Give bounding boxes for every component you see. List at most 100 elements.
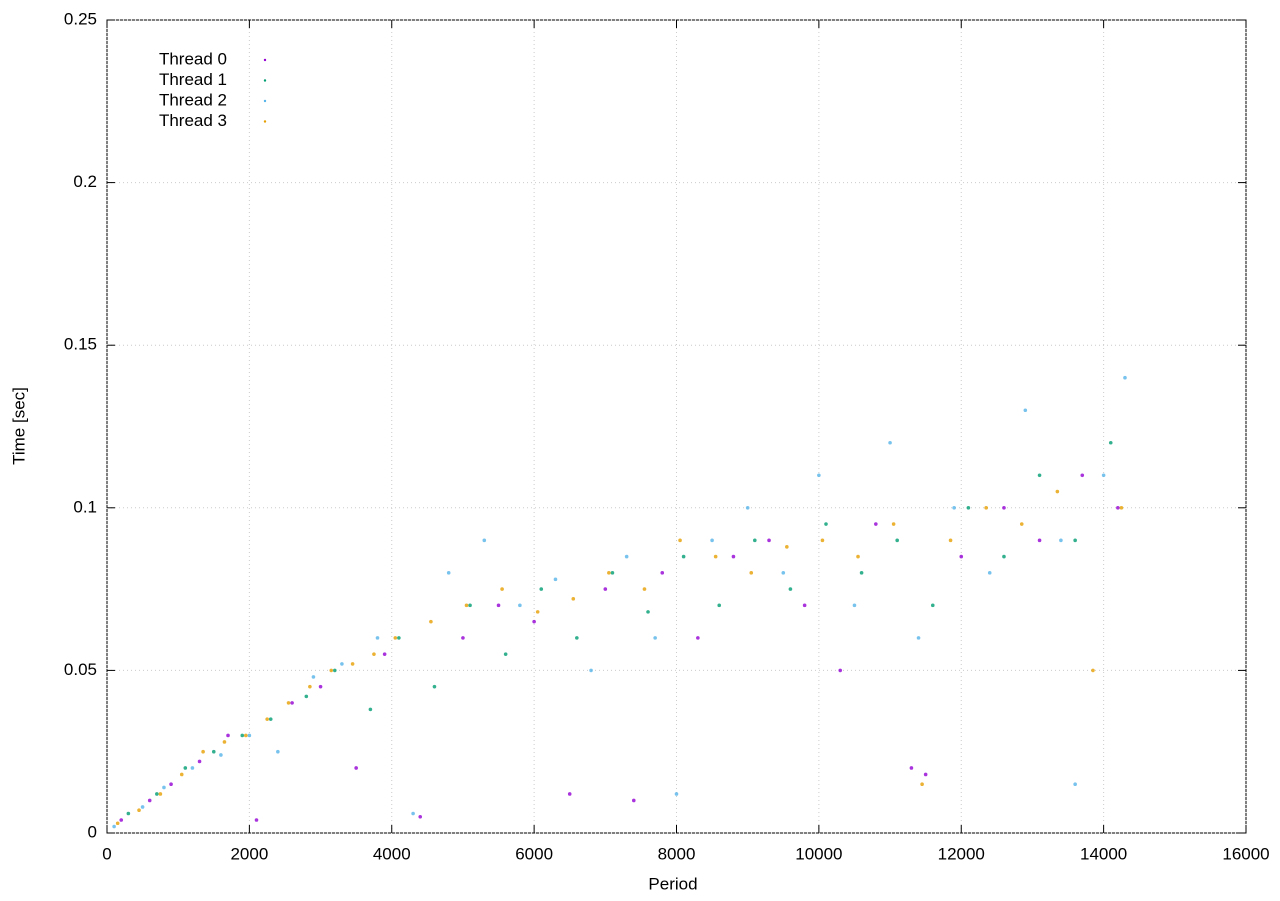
plot-frame [106, 19, 1247, 834]
point [244, 733, 248, 738]
point [115, 821, 120, 826]
point [895, 538, 899, 543]
y-tick-label: 0.05 [64, 660, 97, 679]
point [393, 636, 398, 640]
point [276, 749, 280, 754]
point [767, 538, 771, 543]
point [318, 684, 323, 689]
point [713, 554, 718, 559]
point [1059, 538, 1063, 543]
point [930, 603, 935, 608]
point [183, 766, 188, 770]
point [247, 733, 252, 738]
point [745, 506, 750, 510]
point [920, 782, 924, 787]
point [817, 473, 821, 478]
point [333, 668, 337, 673]
point [126, 811, 131, 816]
point [891, 522, 896, 526]
point [653, 636, 657, 640]
point [169, 782, 173, 787]
legend-label: Thread 0 [159, 49, 227, 68]
point [411, 811, 415, 816]
x-tick-label: 0 [102, 844, 111, 863]
point [571, 597, 576, 601]
point [607, 571, 611, 575]
y-tick-label: 0.15 [64, 335, 97, 354]
point [1119, 506, 1124, 510]
point [1002, 506, 1006, 510]
point [710, 538, 714, 543]
point [340, 662, 344, 666]
point [802, 603, 807, 608]
point [1073, 782, 1077, 787]
point [532, 619, 536, 624]
y-tick-label: 0.25 [64, 9, 97, 28]
point [642, 587, 647, 591]
point [219, 753, 223, 757]
point [1023, 408, 1028, 413]
legend-swatch [263, 58, 267, 62]
point [1037, 473, 1042, 478]
point [308, 684, 312, 689]
point [1101, 473, 1106, 478]
point [162, 785, 166, 790]
point [888, 440, 892, 445]
point [397, 636, 401, 640]
point [984, 506, 988, 510]
point [781, 571, 786, 575]
y-tick-label: 0.2 [73, 172, 97, 191]
point [916, 636, 921, 640]
point [286, 701, 291, 705]
point [503, 652, 508, 656]
x-tick-label: 14000 [1080, 844, 1127, 863]
point [368, 707, 373, 712]
point [681, 554, 686, 559]
legend-label: Thread 3 [159, 111, 227, 130]
point [856, 554, 860, 559]
point [535, 610, 540, 614]
point [1019, 522, 1024, 526]
legend-swatch [263, 120, 267, 123]
point [500, 587, 504, 591]
point [952, 506, 956, 510]
legend-swatch [263, 99, 267, 103]
point [824, 522, 828, 526]
point [496, 603, 501, 608]
point [1108, 440, 1113, 445]
point [119, 818, 124, 822]
point [290, 701, 294, 705]
point [852, 603, 857, 608]
point [589, 668, 593, 673]
point [429, 619, 433, 624]
point [147, 798, 152, 803]
point [553, 577, 558, 582]
point [461, 636, 465, 640]
point [696, 636, 700, 640]
point [948, 538, 953, 543]
point [158, 792, 163, 796]
point [987, 571, 992, 575]
point [678, 538, 682, 543]
point [155, 792, 159, 796]
point [190, 766, 195, 770]
point [820, 538, 825, 543]
point [329, 668, 334, 673]
legend-label: Thread 1 [159, 70, 227, 89]
x-axis-label: Period [648, 874, 697, 893]
x-tick-label: 6000 [515, 844, 553, 863]
point [464, 603, 469, 608]
point [731, 554, 736, 559]
point [610, 571, 615, 575]
point [304, 694, 309, 699]
point [375, 636, 380, 640]
point [1080, 473, 1085, 478]
point [518, 603, 522, 608]
point [575, 636, 579, 640]
point [1116, 506, 1120, 510]
point [1037, 538, 1042, 543]
point [785, 545, 789, 549]
point [268, 717, 273, 721]
point [226, 733, 230, 738]
